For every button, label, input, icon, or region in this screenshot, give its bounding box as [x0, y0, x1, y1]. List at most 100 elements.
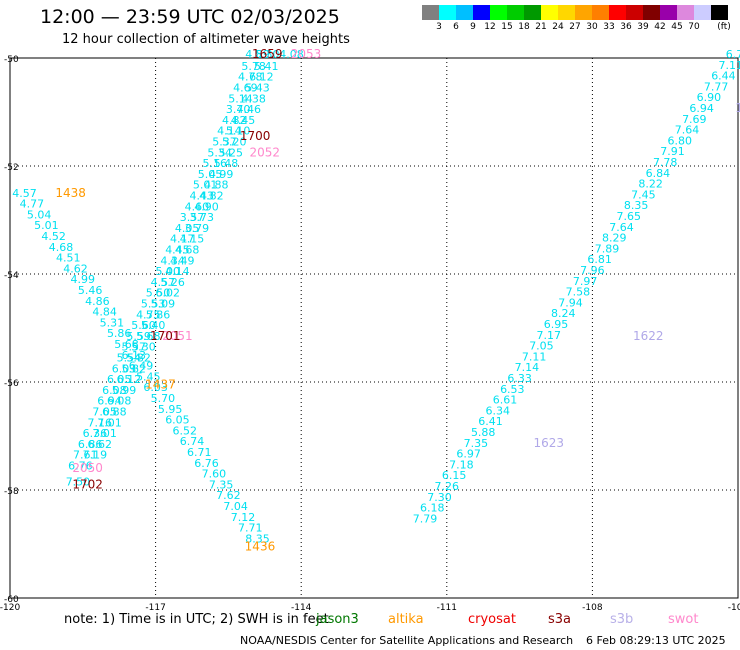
colorbar-label: 42 [654, 22, 666, 32]
wave-height-label: 7.58 [566, 286, 591, 299]
wave-height-label: 7.35 [464, 437, 489, 450]
x-tick-label: -120 [0, 603, 20, 613]
wave-height-label: 5.25 [219, 146, 244, 159]
colorbar-swatch [677, 5, 694, 20]
colorbar-unit: (ft) [717, 22, 731, 32]
colorbar-swatch [439, 5, 456, 20]
pass-time-label: 1436 [245, 539, 276, 553]
wave-height-label: 7.18 [449, 458, 474, 471]
wave-height-label: 6.94 [689, 102, 714, 115]
wave-height-label: 7.62 [216, 489, 241, 502]
wave-height-label: 4.17 [170, 233, 195, 246]
colorbar-label: 9 [470, 22, 476, 32]
wave-height-label: 6.12 [249, 71, 274, 84]
wave-height-label: 5.59 [126, 330, 151, 343]
wave-height-label: 6.76 [68, 459, 93, 472]
pass-time-label: 1438 [55, 186, 86, 200]
colorbar-label: 39 [637, 22, 649, 32]
wave-height-label: 4.05 [175, 222, 200, 235]
colorbar-swatch [592, 5, 609, 20]
wave-height-label: 5.82 [126, 351, 151, 364]
colorbar-label: 3 [436, 22, 442, 32]
wave-height-label: 7.01 [97, 416, 122, 429]
wave-height-label: 7.89 [595, 242, 620, 255]
wave-height-label: 4.99 [209, 168, 234, 181]
wave-height-label: 4.62 [63, 262, 88, 275]
colorbar-swatch [541, 5, 558, 20]
x-tick-label: -114 [291, 603, 312, 613]
wave-height-label: 4.45 [231, 114, 256, 127]
wave-height-label: 5.37 [212, 135, 237, 148]
wave-height-label: 4.84 [92, 306, 117, 319]
wave-height-label: 6.86 [78, 438, 103, 451]
wave-height-label: 5.99 [112, 384, 137, 397]
wave-height-label: 7.11 [718, 59, 740, 72]
y-tick-label: -60 [4, 595, 19, 605]
colorbar-swatch [694, 5, 711, 20]
wave-height-label: 4.14 [165, 265, 190, 278]
wave-height-label: 7.01 [92, 427, 117, 440]
wave-height-label: 3.57 [180, 211, 205, 224]
wave-height-label: 7.12 [231, 511, 256, 524]
wave-height-label: 7.64 [609, 221, 634, 234]
x-tick-label: -105 [728, 603, 740, 613]
wave-height-label: 4.34 [160, 254, 185, 267]
wave-height-label: 5.26 [160, 276, 185, 289]
wave-height-label: 4.52 [41, 230, 66, 243]
wave-height-label: 7.14 [515, 361, 540, 374]
wave-height-label: 6.90 [697, 91, 722, 104]
wave-height-label: 4.86 [85, 295, 110, 308]
wave-height-label: 7.79 [413, 512, 438, 525]
wave-height-label: 6.15 [442, 469, 467, 482]
wave-height-label: 7.19 [83, 449, 108, 462]
colorbar-swatch [609, 5, 626, 20]
wave-height-label: 7.64 [675, 124, 700, 137]
wave-height-label: 5.60 [131, 319, 156, 332]
wave-height-label: 5.95 [158, 403, 183, 416]
wave-height-label: 6.34 [486, 404, 511, 417]
y-tick-label: -50 [4, 55, 19, 65]
colorbar-label: 33 [603, 22, 615, 32]
wave-height-label: 5.54 [117, 351, 142, 364]
wave-height-label: 4.57 [12, 187, 37, 200]
legend-item-jason3: jason3 [316, 612, 359, 627]
colorbar-label: 21 [535, 22, 547, 32]
wave-height-label: 5.30 [131, 341, 156, 354]
wave-height-label: 6.49 [129, 360, 154, 373]
pass-time-label: 1700 [240, 129, 271, 143]
pass-time-label: 16 [735, 101, 740, 115]
colorbar-swatch [456, 5, 473, 20]
wave-height-label: 4.88 [204, 179, 229, 192]
wave-height-label: 6.44 [711, 70, 736, 83]
pass-time-label: 2053 [291, 47, 322, 61]
wave-height-label: 5.10 [226, 125, 251, 138]
wave-height-label: 5.09 [151, 297, 176, 310]
wave-height-label: 5.01 [34, 219, 59, 232]
wave-height-label: 5.46 [78, 284, 103, 297]
wave-height-label: 7.61 [73, 449, 98, 462]
wave-height-label: 5.34 [207, 146, 232, 159]
wave-height-label: 5.78 [241, 60, 266, 73]
wave-height-label: 7.96 [580, 264, 605, 277]
wave-height-label: 7.05 [529, 340, 554, 353]
colorbar-label: 6 [453, 22, 459, 32]
footer: NOAA/NESDIS Center for Satellite Applica… [240, 634, 726, 647]
wave-height-label: 7.65 [617, 210, 642, 223]
wave-height-label: 7.45 [631, 188, 656, 201]
wave-height-label: 4.57 [151, 276, 176, 289]
wave-height-label: 5.41 [254, 60, 279, 73]
wave-height-label: 6.33 [507, 372, 532, 385]
wave-height-label: 7.17 [536, 329, 561, 342]
colorbar-swatch [422, 5, 439, 20]
wave-height-label: 5.70 [151, 392, 176, 405]
colorbar-label: 15 [501, 22, 513, 32]
wave-height-label: 5.53 [141, 297, 166, 310]
pass-time-label: 1659 [252, 47, 283, 61]
colorbar-swatch [626, 5, 643, 20]
legend-item-altika: altika [388, 612, 424, 627]
wave-height-label: 5.57 [122, 341, 147, 354]
wave-height-label: 4.75 [136, 308, 161, 321]
wave-height-label: 6.05 [165, 414, 190, 427]
wave-height-label: 6.84 [646, 167, 671, 180]
colorbar-label: 70 [688, 22, 700, 32]
